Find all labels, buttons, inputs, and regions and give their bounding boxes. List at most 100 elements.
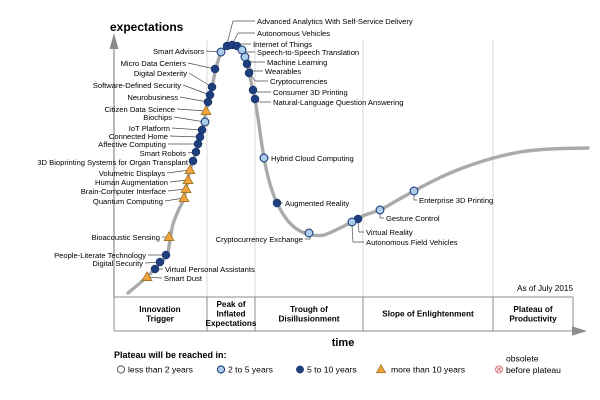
tech-label-human-augmentation: Human Augmentation bbox=[95, 178, 168, 187]
tech-connector-volumetric-displays bbox=[166, 169, 191, 174]
legend-label-5-to-10-years: 5 to 10 years bbox=[307, 365, 357, 375]
tech-label-natural-language-question-answering: Natural-Language Question Answering bbox=[273, 98, 403, 107]
phase-gridlines bbox=[206, 40, 494, 297]
tech-point-iot-platform bbox=[197, 125, 207, 135]
tech-connector-connected-home bbox=[169, 135, 201, 138]
tech-connector-software-defined-security bbox=[182, 84, 211, 96]
tech-label-brain-computer-interface: Brain-Computer Interface bbox=[81, 187, 166, 196]
tech-point-hybrid-cloud-computing bbox=[259, 153, 269, 163]
legend-icon-2-to-5-years bbox=[216, 365, 226, 374]
tech-label-virtual-reality: Virtual Reality bbox=[366, 228, 413, 237]
tech-point-consumer-3d-printing bbox=[248, 85, 258, 95]
tech-point-quantum-computing bbox=[178, 192, 190, 202]
tech-point-smart-robots bbox=[191, 147, 201, 157]
tech-point-volumetric-displays bbox=[184, 164, 196, 174]
tech-point-3d-bioprinting-systems-for-organ-transplant bbox=[188, 156, 198, 166]
as-of-label: As of July 2015 bbox=[517, 284, 573, 293]
tech-point-affective-computing bbox=[193, 139, 203, 149]
tech-point-natural-language-question-answering bbox=[250, 94, 260, 104]
tech-label-advanced-analytics-with-self-service-delivery: Advanced Analytics With Self-Service Del… bbox=[257, 17, 413, 26]
hype-curve-path bbox=[126, 43, 590, 295]
tech-point-virtual-personal-assistants bbox=[150, 264, 160, 274]
tech-label-smart-robots: Smart Robots bbox=[140, 149, 187, 158]
tech-point-human-augmentation bbox=[182, 174, 194, 184]
tech-label-hybrid-cloud-computing: Hybrid Cloud Computing bbox=[271, 154, 354, 163]
tech-point-software-defined-security bbox=[205, 90, 215, 100]
tech-point-augmented-reality bbox=[272, 198, 282, 208]
tech-label-enterprise-3d-printing: Enterprise 3D Printing bbox=[419, 196, 493, 205]
tech-point-smart-dust bbox=[141, 271, 153, 281]
tech-point-cryptocurrency-exchange bbox=[304, 228, 314, 238]
tech-label-biochips: Biochips bbox=[143, 113, 172, 122]
tech-label-software-defined-security: Software-Defined Security bbox=[93, 81, 181, 90]
tech-label-connected-home: Connected Home bbox=[109, 132, 168, 141]
tech-label-machine-learning: Machine Learning bbox=[267, 58, 327, 67]
tech-label-3d-bioprinting-systems-for-organ-transplant: 3D Bioprinting Systems for Organ Transpl… bbox=[37, 158, 189, 167]
x-axis-title: time bbox=[332, 337, 355, 349]
tech-label-wearables: Wearables bbox=[265, 67, 301, 76]
tech-point-brain-computer-interface bbox=[180, 183, 192, 193]
tech-point-citizen-data-science bbox=[200, 105, 212, 115]
tech-connector-neurobusiness bbox=[179, 96, 209, 103]
tech-point-biochips bbox=[200, 117, 210, 127]
phase-label-slope-of-enlightenment: Slope of Enlightenment bbox=[382, 310, 474, 319]
tech-connector-micro-data-centers bbox=[187, 62, 216, 70]
tech-connector-digital-dexterity bbox=[188, 72, 213, 88]
tech-label-digital-security: Digital Security bbox=[92, 259, 143, 268]
tech-point-enterprise-3d-printing bbox=[409, 186, 419, 196]
tech-label-internet-of-things: Internet of Things bbox=[253, 40, 312, 49]
tech-point-smart-advisors bbox=[216, 47, 226, 57]
legend-icon-obsolete-before-plateau-x2 bbox=[496, 367, 502, 372]
axes bbox=[109, 33, 587, 336]
legend-icon-5-to-10-years bbox=[296, 365, 304, 374]
hype-curve bbox=[126, 43, 590, 295]
tech-label-micro-data-centers: Micro Data Centers bbox=[121, 59, 187, 68]
legend-icon-less-than-2-years bbox=[116, 365, 126, 374]
tech-connector-iot-platform bbox=[171, 127, 203, 131]
tech-point-connected-home bbox=[195, 132, 205, 142]
tech-point-cryptocurrencies bbox=[244, 68, 254, 78]
tech-label-cryptocurrencies: Cryptocurrencies bbox=[270, 77, 328, 86]
phase-label-trough-of-disillusionment: Trough of Disillusionment bbox=[279, 305, 340, 324]
tech-label-affective-computing: Affective Computing bbox=[98, 140, 166, 149]
tech-label-people-literate-technology: People-Literate Technology bbox=[54, 251, 146, 260]
tech-label-augmented-reality: Augmented Reality bbox=[285, 199, 349, 208]
tech-label-gesture-control: Gesture Control bbox=[386, 214, 440, 223]
legend-title: Plateau will be reached in: bbox=[114, 350, 227, 360]
y-axis-arrow-icon bbox=[109, 33, 119, 49]
tech-label-speech-to-speech-translation: Speech-to-Speech Translation bbox=[257, 48, 359, 57]
tech-label-iot-platform: IoT Platform bbox=[129, 124, 170, 133]
tech-point-people-literate-technology bbox=[161, 250, 171, 260]
phase-labels: Innovation Trigger Peak of Inflated Expectat… bbox=[139, 300, 557, 328]
legend-label-less-than-2-years: less than 2 years bbox=[128, 365, 193, 375]
legend-label-obsolete-before-plateau: obsolete before plateau bbox=[506, 354, 561, 376]
tech-label-virtual-personal-assistants: Virtual Personal Assistants bbox=[165, 265, 255, 274]
tech-label-smart-dust: Smart Dust bbox=[164, 274, 203, 283]
tech-point-autonomous-field-vehicles bbox=[347, 217, 357, 227]
phase-label-plateau-of-productivity: Plateau of Productivity bbox=[509, 305, 557, 324]
tech-point-digital-security bbox=[155, 257, 165, 267]
tech-connector-biochips bbox=[173, 116, 206, 123]
tech-connector-citizen-data-science bbox=[176, 108, 207, 112]
tech-point-neurobusiness bbox=[203, 97, 213, 107]
tech-point-machine-learning bbox=[240, 52, 250, 62]
tech-point-bioacoustic-sensing bbox=[163, 231, 175, 241]
tech-label-neurobusiness: Neurobusiness bbox=[127, 93, 178, 102]
tech-point-micro-data-centers bbox=[210, 64, 220, 74]
tech-label-cryptocurrency-exchange: Cryptocurrency Exchange bbox=[216, 235, 303, 244]
tech-point-digital-dexterity bbox=[207, 82, 217, 92]
legend: less than 2 years 2 to 5 years 5 to 10 yea… bbox=[116, 354, 561, 376]
tech-label-autonomous-field-vehicles: Autonomous Field Vehicles bbox=[366, 238, 458, 247]
tech-point-gesture-control bbox=[375, 205, 385, 215]
tech-label-consumer-3d-printing: Consumer 3D Printing bbox=[273, 88, 348, 97]
tech-point-wearables bbox=[242, 59, 252, 69]
tech-label-quantum-computing: Quantum Computing bbox=[93, 197, 163, 206]
tech-label-smart-advisors: Smart Advisors bbox=[153, 47, 204, 56]
phase-label-peak-of-inflated-expectations: Peak of Inflated Expectations bbox=[206, 300, 257, 328]
x-axis-arrow-icon bbox=[572, 326, 587, 336]
tech-label-digital-dexterity: Digital Dexterity bbox=[134, 69, 187, 78]
tech-label-autonomous-vehicles: Autonomous Vehicles bbox=[257, 29, 330, 38]
tech-label-citizen-data-science: Citizen Data Science bbox=[105, 105, 176, 114]
